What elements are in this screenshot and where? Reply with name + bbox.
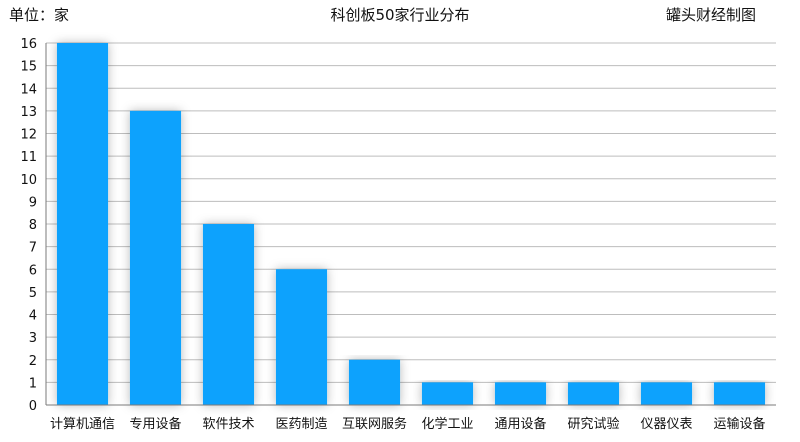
bars [56, 43, 766, 405]
x-category-label: 专用设备 [129, 416, 181, 432]
y-tick-label: 8 [29, 218, 37, 233]
y-tick-label: 7 [29, 241, 37, 256]
y-tick-label: 15 [20, 60, 37, 75]
y-tick-label: 6 [29, 263, 37, 278]
x-category-label: 计算机通信 [50, 417, 115, 432]
x-category-label: 运输设备 [713, 416, 765, 432]
axes [45, 43, 776, 406]
x-category-label: 软件技术 [202, 417, 254, 432]
y-tick-label: 5 [29, 286, 37, 301]
bar [202, 224, 255, 405]
x-category-label: 通用设备 [494, 416, 546, 432]
chart-title: 科创板50家行业分布 [330, 6, 470, 24]
bar [421, 382, 474, 405]
bar [348, 359, 401, 405]
y-tick-label: 9 [29, 195, 37, 210]
bar [713, 382, 766, 405]
bar [275, 269, 328, 405]
bar [640, 382, 693, 405]
y-tick-label: 14 [20, 82, 37, 97]
x-category-label: 化学工业 [421, 416, 473, 432]
y-tick-label: 10 [20, 173, 37, 188]
y-tick-label: 11 [20, 150, 37, 165]
y-tick-label: 16 [20, 37, 37, 52]
bar [494, 382, 547, 405]
x-category-label: 医药制造 [275, 417, 327, 432]
x-category-label: 研究试验 [567, 416, 619, 432]
y-tick-label: 1 [29, 376, 37, 391]
bar [56, 43, 109, 405]
bar [129, 110, 182, 405]
y-tick-label: 3 [29, 331, 37, 346]
y-tick-label: 2 [29, 354, 37, 369]
x-axis-labels: 计算机通信 专用设备 软件技术 医药制造 互联网服务 化学工业 通用设备 研究试验 仪器仪表 运输… [50, 416, 766, 432]
x-category-label: 互联网服务 [342, 416, 407, 432]
y-tick-label: 13 [20, 105, 37, 120]
unit-label: 单位：家 [9, 6, 70, 24]
bar [567, 382, 620, 405]
y-tick-label: 12 [20, 128, 37, 143]
x-category-label: 仪器仪表 [640, 417, 692, 432]
source-credit: 罐头财经制图 [665, 6, 756, 24]
y-tick-label: 0 [29, 399, 37, 414]
y-tick-label: 4 [29, 309, 37, 324]
